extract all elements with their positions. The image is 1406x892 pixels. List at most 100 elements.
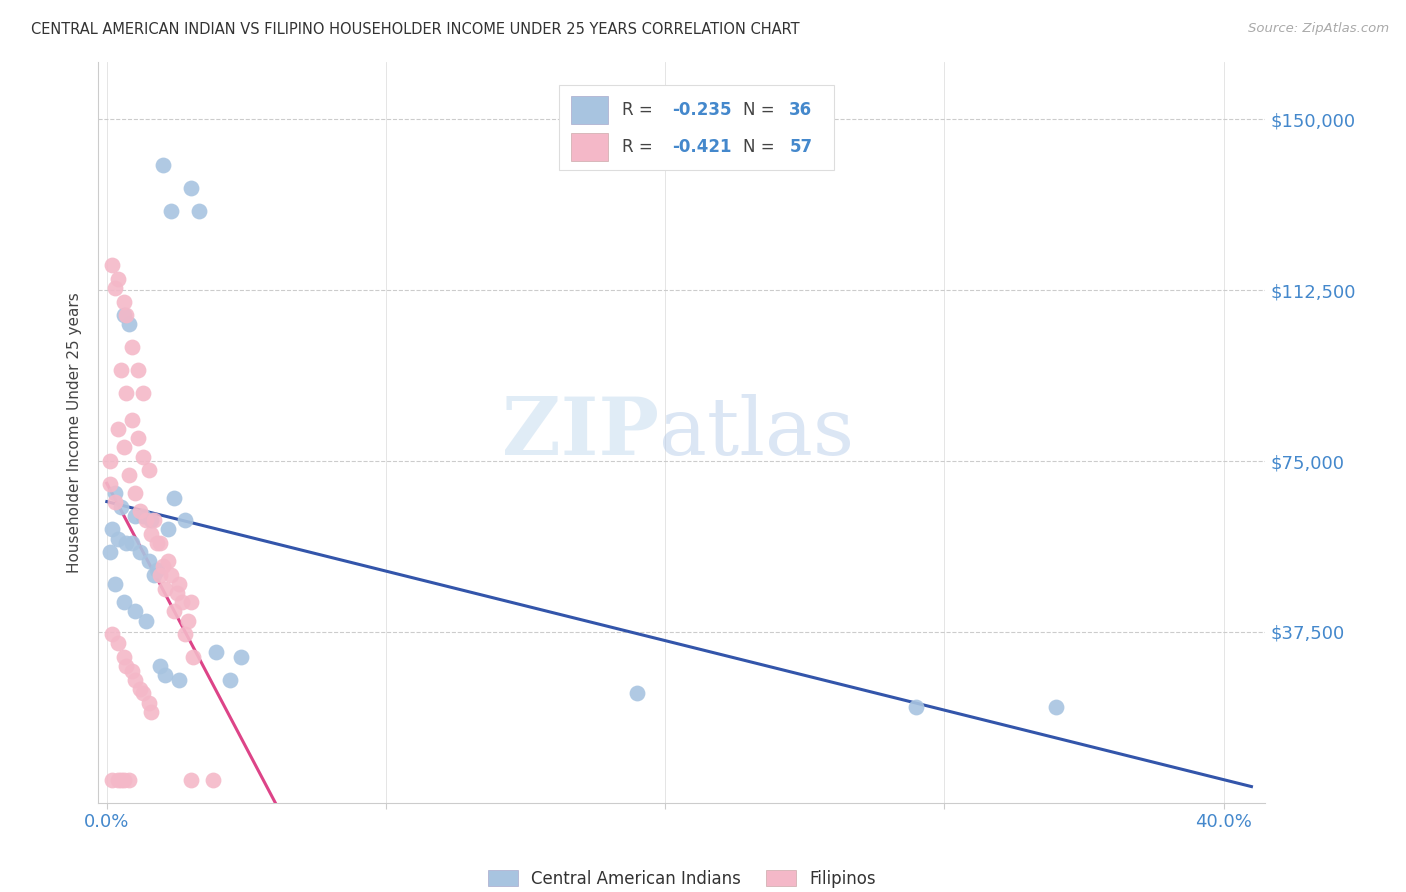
Point: [98, 476, 121, 491]
Point: [141, 513, 163, 527]
Point: [110, 363, 132, 377]
Point: [152, 158, 174, 172]
Point: [180, 595, 202, 609]
FancyBboxPatch shape: [560, 85, 834, 169]
Point: [121, 340, 143, 354]
Point: [1045, 700, 1067, 714]
Point: [132, 450, 155, 464]
Point: [166, 586, 188, 600]
Point: [129, 504, 152, 518]
Text: 57: 57: [789, 138, 813, 156]
Point: [626, 686, 648, 700]
Text: -0.421: -0.421: [672, 138, 733, 156]
Point: [101, 258, 124, 272]
Point: [112, 772, 135, 787]
Point: [101, 772, 124, 787]
Point: [149, 659, 172, 673]
Point: [98, 454, 121, 468]
Point: [107, 772, 129, 787]
Point: [177, 614, 200, 628]
Point: [141, 527, 163, 541]
Point: [110, 500, 132, 514]
Point: [107, 422, 129, 436]
Text: -0.235: -0.235: [672, 101, 733, 119]
Text: N =: N =: [742, 101, 779, 119]
Point: [146, 536, 169, 550]
Point: [127, 363, 149, 377]
Point: [138, 554, 160, 568]
Point: [118, 772, 141, 787]
Text: Source: ZipAtlas.com: Source: ZipAtlas.com: [1249, 22, 1389, 36]
Point: [180, 180, 202, 194]
Point: [118, 318, 141, 332]
Point: [107, 532, 129, 546]
Point: [183, 650, 205, 665]
Point: [218, 673, 240, 687]
Point: [905, 700, 928, 714]
Point: [143, 568, 166, 582]
Text: N =: N =: [742, 138, 779, 156]
Point: [160, 203, 183, 218]
Point: [187, 203, 209, 218]
Point: [163, 604, 186, 618]
Point: [138, 463, 160, 477]
Point: [201, 772, 224, 787]
Point: [174, 513, 197, 527]
Point: [229, 650, 252, 665]
Point: [104, 486, 127, 500]
Point: [129, 545, 152, 559]
Point: [149, 568, 172, 582]
Point: [169, 673, 191, 687]
Text: CENTRAL AMERICAN INDIAN VS FILIPINO HOUSEHOLDER INCOME UNDER 25 YEARS CORRELATIO: CENTRAL AMERICAN INDIAN VS FILIPINO HOUS…: [31, 22, 800, 37]
Point: [157, 523, 180, 537]
Point: [121, 536, 143, 550]
Point: [104, 495, 127, 509]
Point: [157, 554, 180, 568]
Point: [129, 681, 152, 696]
Point: [101, 523, 124, 537]
Point: [112, 294, 135, 309]
Point: [204, 645, 226, 659]
Point: [135, 614, 157, 628]
Point: [124, 673, 146, 687]
Legend: Central American Indians, Filipinos: Central American Indians, Filipinos: [481, 863, 883, 892]
Point: [155, 668, 177, 682]
Point: [112, 650, 135, 665]
FancyBboxPatch shape: [571, 95, 609, 124]
Point: [98, 545, 121, 559]
Point: [132, 686, 155, 700]
Point: [110, 772, 132, 787]
Text: ZIP: ZIP: [502, 393, 658, 472]
Point: [143, 513, 166, 527]
Point: [132, 385, 155, 400]
Point: [107, 272, 129, 286]
Point: [104, 577, 127, 591]
Point: [115, 659, 138, 673]
Point: [160, 568, 183, 582]
Point: [107, 636, 129, 650]
Point: [124, 486, 146, 500]
Point: [115, 308, 138, 322]
Point: [149, 536, 172, 550]
Point: [124, 508, 146, 523]
Point: [163, 491, 186, 505]
Point: [141, 705, 163, 719]
Point: [127, 431, 149, 445]
Point: [112, 308, 135, 322]
Point: [132, 508, 155, 523]
Point: [174, 627, 197, 641]
Point: [115, 536, 138, 550]
Point: [112, 441, 135, 455]
Point: [121, 664, 143, 678]
Point: [169, 577, 191, 591]
Point: [146, 564, 169, 578]
Point: [172, 595, 194, 609]
Text: 36: 36: [789, 101, 813, 119]
Y-axis label: Householder Income Under 25 years: Householder Income Under 25 years: [67, 293, 83, 573]
Point: [112, 595, 135, 609]
Point: [155, 582, 177, 596]
Point: [124, 604, 146, 618]
Point: [121, 413, 143, 427]
Text: R =: R =: [623, 138, 658, 156]
Point: [115, 385, 138, 400]
